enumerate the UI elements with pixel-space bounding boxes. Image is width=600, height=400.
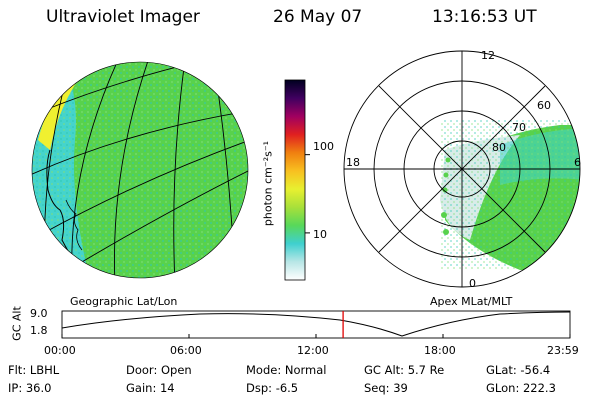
colorbar-scale <box>284 79 306 281</box>
altitude-curve <box>61 311 571 337</box>
mlat-label-80: 80 <box>492 141 506 154</box>
timeline-y-tick-low: 1.8 <box>30 324 48 337</box>
info-gc-alt: GC Alt: 5.7 Re <box>364 363 445 377</box>
timeline-x-tick-2359: 23:59 <box>547 344 579 357</box>
timeline-x-tick-0000: 00:00 <box>44 344 76 357</box>
mlat-label-70: 70 <box>512 121 526 134</box>
info-flt: Flt: LBHL <box>8 363 60 377</box>
colorbar-tick-label-100: 100 <box>313 140 334 153</box>
info-door: Door: Open <box>126 363 192 377</box>
mlt-label-12: 12 <box>481 49 495 62</box>
colorbar-tick-label-10: 10 <box>313 228 327 241</box>
right-map <box>343 50 581 288</box>
right-map-caption: Apex MLat/MLT <box>430 295 513 308</box>
left-map-caption: Geographic Lat/Lon <box>70 295 178 308</box>
timeline-x-tick-1200: 12:00 <box>297 344 329 357</box>
mlt-label-18: 18 <box>346 156 360 169</box>
left-map <box>31 61 249 279</box>
mlat-label-60: 60 <box>537 99 551 112</box>
info-gain: Gain: 14 <box>126 381 175 395</box>
info-seq: Seq: 39 <box>364 381 408 395</box>
timeline-x-tick-1800: 18:00 <box>424 344 456 357</box>
info-ip: IP: 36.0 <box>8 381 52 395</box>
time-label: 13:16:53 UT <box>432 7 537 27</box>
info-glon: GLon: 222.3 <box>486 381 556 395</box>
timeline <box>61 310 571 339</box>
colorbar-unit-label: photon cm⁻²s⁻¹ <box>261 140 275 227</box>
mlt-label-6: 6 <box>574 156 581 169</box>
instrument-title: Ultraviolet Imager <box>46 7 200 27</box>
info-dsp: Dsp: -6.5 <box>246 381 299 395</box>
colorbar <box>284 79 310 281</box>
mlt-label-0: 0 <box>469 277 476 290</box>
right-map-grid <box>343 50 581 288</box>
date-label: 26 May 07 <box>273 7 363 27</box>
timeline-x-tick-0600: 06:00 <box>170 344 202 357</box>
info-glat: GLat: -56.4 <box>486 363 551 377</box>
timeline-y-tick-high: 9.0 <box>30 307 48 320</box>
timeline-axis-label: GC Alt <box>10 306 24 341</box>
info-mode: Mode: Normal <box>246 363 327 377</box>
